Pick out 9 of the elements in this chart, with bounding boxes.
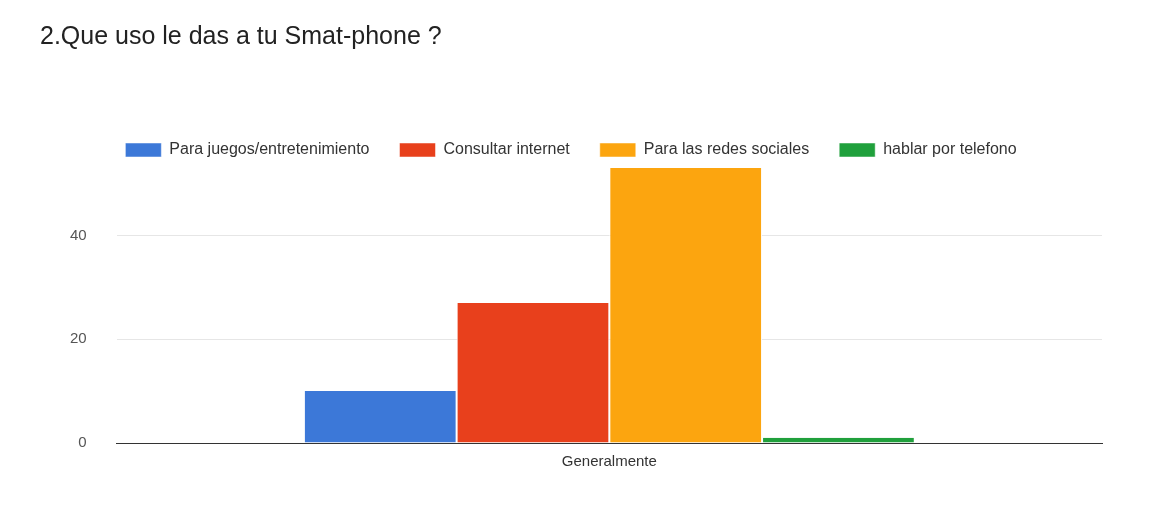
y-tick-label: 0 (78, 433, 87, 451)
legend-label: hablar por telefono (883, 140, 1017, 158)
x-tick-label: Generalmente (561, 452, 657, 470)
y-tick-label: 40 (70, 225, 87, 243)
legend-label: Para juegos/entretenimiento (169, 140, 370, 158)
legend-label: Consultar internet (443, 140, 571, 158)
chart-title: 2.Que uso le das a tu Smat-phone ? (40, 20, 442, 49)
y-tick-label: 20 (70, 329, 87, 347)
legend-label: Para las redes sociales (643, 140, 810, 158)
